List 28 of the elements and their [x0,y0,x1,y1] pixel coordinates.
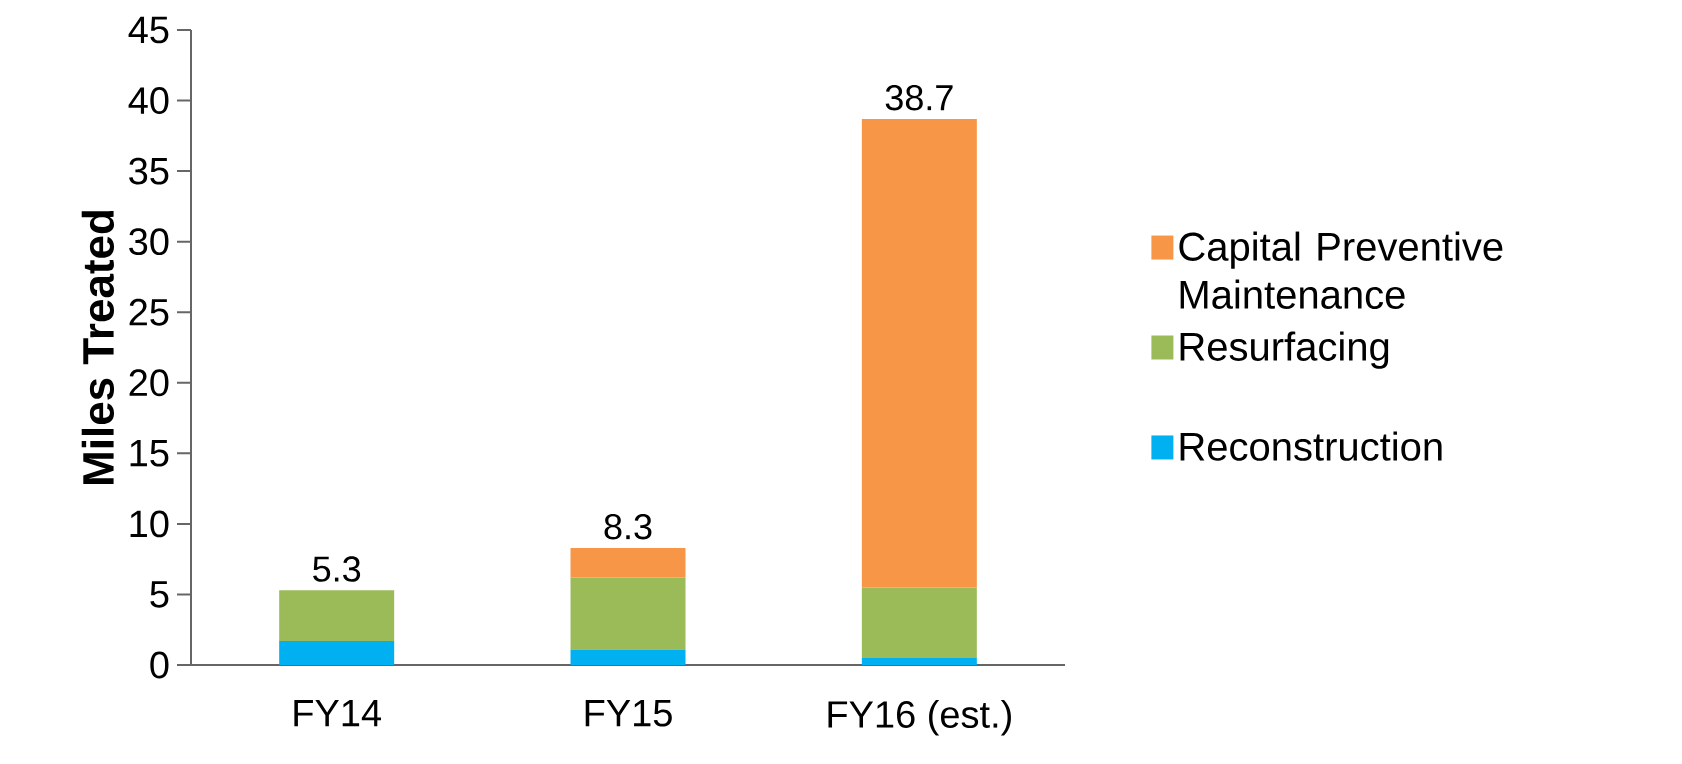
bar [570,577,686,650]
bar [279,641,395,665]
y-axis-title: Miles Treated [81,211,115,484]
bar [861,118,977,588]
bar [861,657,977,665]
bar [861,587,977,658]
bar [570,547,686,578]
total-label: 38.7 [885,85,953,111]
y-tick-label: 30 [129,228,169,256]
bar [279,590,395,642]
total-label: 5.3 [313,556,361,582]
x-tick-label: FY15 [585,700,672,727]
x-tick-label: FY16 (est.) [828,700,1011,736]
y-tick-label: 15 [130,440,169,467]
y-tick-label: 35 [129,157,169,185]
y-tick-label: 5 [150,581,169,608]
legend-label: Capital Preventive Maintenance [1179,231,1503,309]
legend-label: Resurfacing [1180,331,1389,369]
legend-label: Reconstruction [1180,431,1442,461]
y-tick-label: 10 [130,510,169,538]
y-tick-label: 0 [150,651,169,679]
y-tick-label: 45 [128,16,169,44]
y-tick-label: 20 [129,369,169,397]
bar [570,649,686,665]
y-tick-label: 25 [129,298,169,326]
total-label: 8.3 [604,514,652,540]
x-tick-label: FY14 [294,700,381,727]
y-tick-label: 40 [128,87,169,115]
